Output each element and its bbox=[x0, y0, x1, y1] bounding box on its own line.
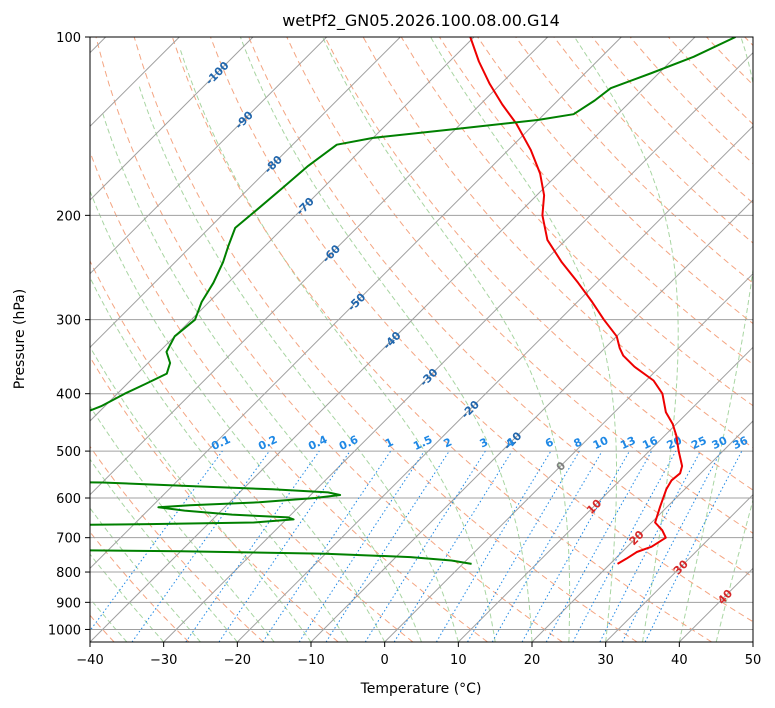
isotherm-line bbox=[90, 37, 696, 642]
y-tick-label: 100 bbox=[56, 31, 81, 46]
moist-adiabat-line bbox=[715, 498, 753, 642]
dry-adiabat-line bbox=[90, 259, 414, 642]
mixing-ratio-line bbox=[218, 450, 351, 642]
mixing-ratio-line bbox=[90, 450, 223, 632]
mixing-ratio-label: 30 bbox=[710, 434, 730, 452]
moist-adiabat-line bbox=[430, 37, 617, 642]
x-tick-label: 50 bbox=[745, 653, 762, 668]
y-tick-label: 400 bbox=[56, 388, 81, 403]
mixing-ratio-line bbox=[393, 450, 513, 642]
moist-adiabat-line bbox=[239, 37, 533, 642]
mixing-ratio-label: 36 bbox=[731, 434, 751, 452]
x-tick-label: −10 bbox=[297, 653, 324, 668]
y-tick-label: 300 bbox=[56, 314, 81, 329]
x-tick-label: 0 bbox=[381, 653, 389, 668]
mixing-ratio-label: 13 bbox=[618, 434, 637, 452]
isotherm-line bbox=[163, 51, 753, 642]
moist-adiabat-line bbox=[137, 83, 459, 642]
dry-adiabat-line bbox=[90, 445, 264, 642]
x-tick-label: 30 bbox=[597, 653, 614, 668]
dry-adiabat-line bbox=[324, 37, 753, 491]
x-tick-label: 20 bbox=[524, 653, 541, 668]
isotherm-line bbox=[531, 420, 753, 642]
plot-area: -100-90-80-70-60-50-40-30-20-10010203040… bbox=[90, 37, 753, 642]
dry-adiabat-line bbox=[171, 37, 712, 642]
isotherm-line bbox=[310, 199, 753, 642]
dry-adiabats bbox=[90, 37, 753, 642]
mixing-ratio-label: 20 bbox=[665, 434, 685, 452]
dry-adiabat-line bbox=[95, 37, 563, 642]
y-tick-label: 200 bbox=[56, 209, 81, 224]
x-axis-title: Temperature (°C) bbox=[360, 681, 482, 697]
moist-adiabat-line bbox=[322, 37, 571, 642]
y-axis-title: Pressure (hPa) bbox=[12, 289, 28, 389]
dry-adiabat-line bbox=[133, 37, 638, 642]
isotherm-line bbox=[90, 37, 622, 570]
x-tick-label: −40 bbox=[76, 653, 103, 668]
mixing-ratio-line bbox=[131, 450, 270, 642]
moist-adiabat-line bbox=[90, 458, 238, 642]
dry-adiabat-line bbox=[90, 356, 339, 642]
moist-adiabat-line bbox=[90, 597, 128, 642]
sounding-series bbox=[90, 37, 736, 565]
x-tick-label: −30 bbox=[150, 653, 177, 668]
mixing-ratio-lines bbox=[90, 450, 743, 642]
mixing-ratio-line bbox=[572, 450, 677, 642]
moist-adiabat-line bbox=[90, 405, 275, 642]
y-tick-label: 500 bbox=[56, 445, 81, 460]
moist-adiabat-line bbox=[179, 49, 496, 642]
moist-adiabat-line bbox=[90, 189, 386, 642]
mixing-ratio-line bbox=[185, 450, 320, 642]
dry-adiabat-line bbox=[286, 37, 753, 534]
x-tick-label: −20 bbox=[224, 653, 251, 668]
isotherm-line bbox=[90, 37, 401, 349]
moist-adiabat-line bbox=[574, 37, 679, 642]
mixing-ratio-line bbox=[521, 450, 630, 642]
mixing-ratio-line bbox=[644, 450, 743, 642]
dry-adiabat-line bbox=[248, 37, 753, 578]
chart-title: wetPf2_GN05.2026.100.08.00.G14 bbox=[282, 11, 560, 31]
mixing-ratio-line bbox=[262, 450, 392, 642]
isotherm-line bbox=[90, 37, 549, 496]
plot-frame bbox=[89, 36, 754, 643]
mixing-ratio-line bbox=[298, 450, 425, 642]
moist-adiabat-line bbox=[90, 507, 201, 642]
y-tick-label: 600 bbox=[56, 492, 81, 507]
axis-ticks: −40 −30 −20 −10 0 10 20 30 40 50 100 200 300 400 500 60… bbox=[48, 31, 761, 668]
mixing-ratio-line bbox=[545, 450, 653, 642]
mixing-ratio-line bbox=[325, 450, 450, 642]
y-tick-label: 900 bbox=[56, 596, 81, 611]
y-tick-label: 800 bbox=[56, 566, 81, 581]
mixing-ratio-label: 25 bbox=[689, 434, 708, 452]
dry-adiabat-line bbox=[210, 37, 753, 623]
isotherm-line bbox=[457, 346, 753, 642]
isotherm-line bbox=[90, 37, 254, 201]
isotherm-line bbox=[384, 272, 753, 642]
x-tick-label: 40 bbox=[671, 653, 688, 668]
mixing-ratio-label: 16 bbox=[640, 434, 660, 452]
isotherm-line bbox=[90, 37, 328, 275]
y-tick-label: 700 bbox=[56, 532, 81, 547]
dry-adiabat-line bbox=[515, 37, 753, 284]
mixing-ratio-label: 10 bbox=[591, 434, 611, 452]
isotherm-line bbox=[605, 493, 753, 642]
x-tick-label: 10 bbox=[450, 653, 467, 668]
dewpoint-profile-line bbox=[90, 37, 736, 565]
temperature-profile-line bbox=[469, 37, 684, 565]
y-tick-label: 1000 bbox=[48, 623, 81, 638]
isotherm-line bbox=[236, 125, 753, 642]
